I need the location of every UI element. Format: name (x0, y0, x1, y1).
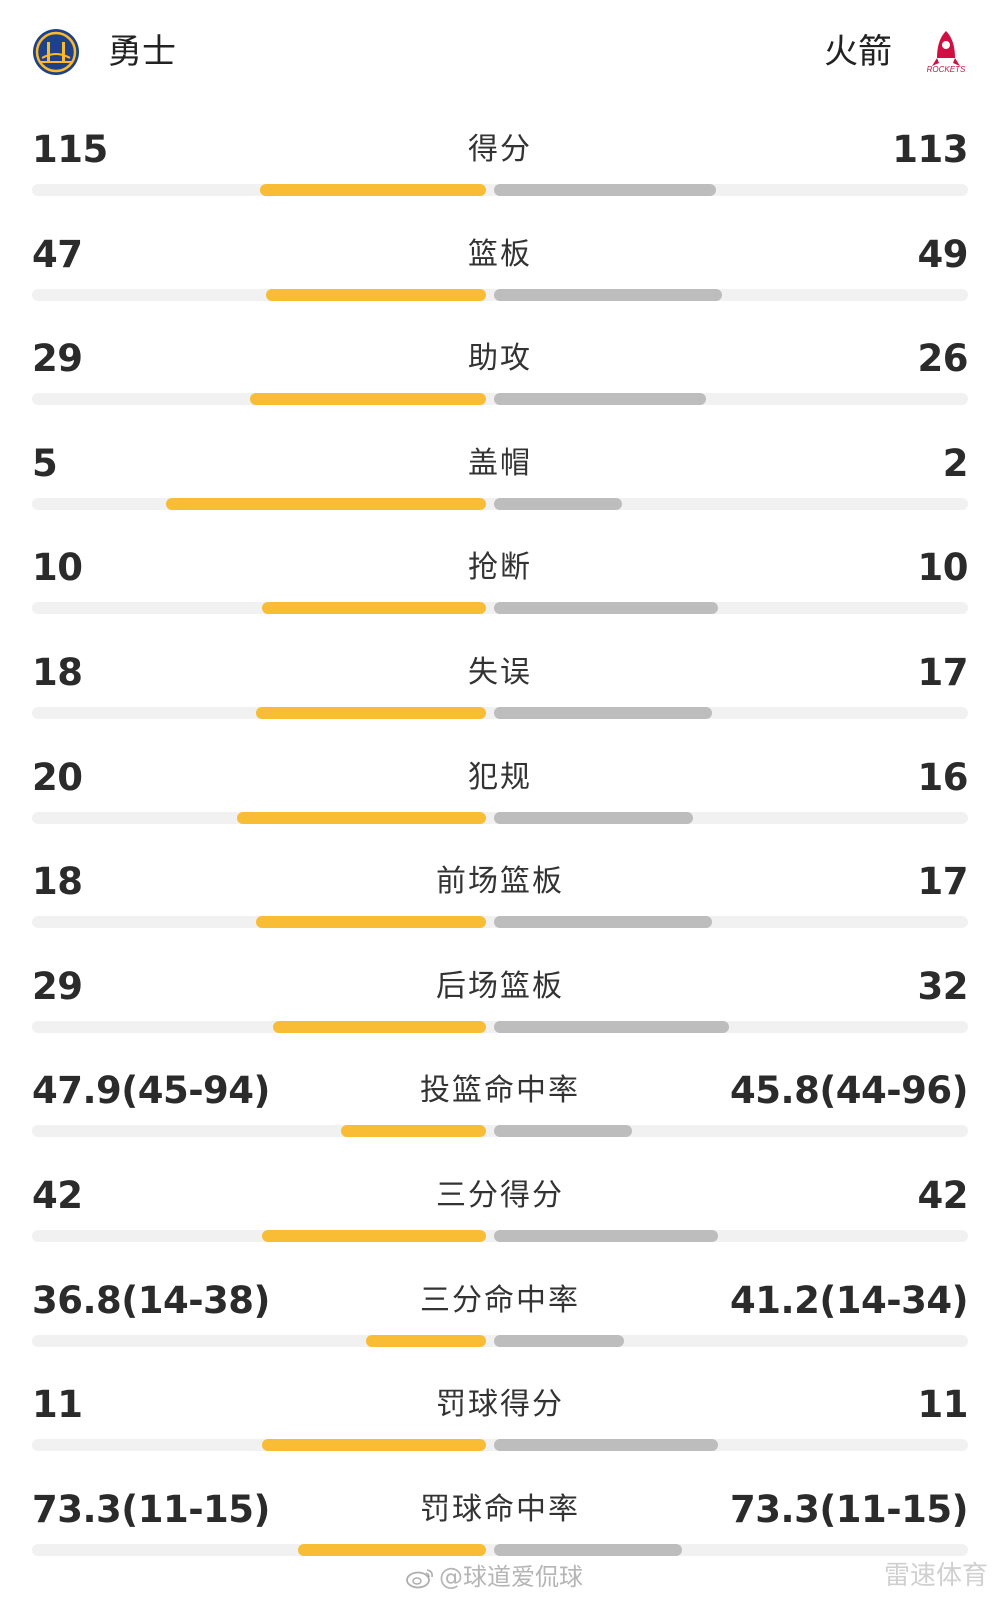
home-bar (298, 1543, 486, 1556)
home-value: 73.3(11-15) (32, 1487, 270, 1531)
watermark: @球道爱侃球 (405, 1562, 583, 1592)
away-value: 2 (942, 441, 969, 485)
away-bar (494, 1439, 718, 1452)
home-value: 29 (32, 964, 83, 1008)
rockets-logo-icon: ROCKETS (927, 31, 966, 74)
home-bar (341, 1125, 486, 1138)
home-bar (262, 1230, 486, 1242)
stat-row-free-throw-percentage: 73.3(11-15) 罚球命中率 73.3(11-15) (0, 1468, 1000, 1575)
away-value: 73.3(11-15) (730, 1487, 968, 1531)
stat-row-free-throw-points: 11 罚球得分 11 (0, 1363, 1000, 1470)
away-bar (494, 811, 693, 824)
away-bar (494, 602, 718, 615)
stat-row-defensive-rebounds: 29 后场篮板 32 (0, 945, 1000, 1052)
home-bar (237, 811, 486, 824)
away-bar (494, 288, 722, 301)
watermark-text: @球道爱侃球 (439, 1563, 583, 1591)
stat-label: 助攻 (468, 341, 532, 377)
corner-watermark: 雷速体育 (883, 1561, 988, 1591)
stat-row-turnovers: 18 失误 17 (0, 631, 1000, 738)
away-value: 17 (917, 860, 969, 904)
away-value: 26 (917, 337, 969, 381)
away-bar (494, 707, 712, 719)
home-value: 115 (32, 128, 108, 171)
home-value: 10 (32, 546, 83, 590)
stat-label: 后场篮板 (436, 968, 564, 1004)
stat-label: 三分得分 (436, 1178, 564, 1213)
away-bar (494, 497, 622, 510)
away-bar (494, 1125, 632, 1138)
away-value: 45.8(44-96) (730, 1069, 968, 1113)
home-value: 18 (32, 860, 83, 904)
stat-label: 三分命中率 (420, 1282, 580, 1318)
away-value: 41.2(14-34) (730, 1278, 968, 1322)
away-value: 11 (917, 1383, 969, 1427)
rockets-logo-text: ROCKETS (927, 65, 966, 74)
stat-row-three-point-percentage: 36.8(14-38) 三分命中率 41.2(14-34) (0, 1259, 1000, 1366)
stat-row-three-point-points: 42 三分得分 42 (0, 1154, 1000, 1261)
warriors-logo-icon (33, 29, 79, 75)
home-bar (262, 1439, 486, 1452)
stat-label: 罚球命中率 (420, 1491, 580, 1527)
home-team-name: 勇士 (108, 32, 176, 72)
away-team-name: 火箭 (824, 32, 892, 72)
home-value: 47.9(45-94) (32, 1069, 270, 1113)
stat-row-fg-percentage: 47.9(45-94) 投篮命中率 45.8(44-96) (0, 1049, 1000, 1156)
away-bar (494, 184, 716, 196)
away-bar (494, 393, 706, 406)
home-value: 11 (32, 1383, 83, 1427)
away-value: 17 (917, 651, 969, 694)
stat-label: 篮板 (468, 236, 532, 272)
home-value: 18 (32, 651, 83, 694)
stat-label: 得分 (468, 132, 532, 167)
stat-row-rebounds: 47 篮板 49 (0, 213, 1000, 320)
stat-row-assists: 29 助攻 26 (0, 317, 1000, 424)
away-value: 42 (917, 1174, 969, 1217)
home-bar (166, 497, 486, 510)
stat-label: 失误 (468, 655, 532, 690)
stat-row-fouls: 20 犯规 16 (0, 736, 1000, 843)
away-value: 49 (917, 232, 969, 276)
stat-label: 抢断 (468, 550, 532, 586)
stat-label: 罚球得分 (436, 1387, 564, 1423)
match-header: 勇士 火箭 ROCKETS (0, 0, 1000, 110)
stat-row-points: 115 得分 113 (0, 108, 1000, 215)
stat-label: 盖帽 (468, 445, 532, 481)
away-bar (494, 1230, 718, 1242)
home-value: 29 (32, 337, 83, 381)
home-bar (250, 393, 486, 406)
away-bar (494, 1543, 682, 1556)
home-bar (262, 602, 486, 615)
stat-label: 前场篮板 (436, 864, 564, 900)
home-value: 36.8(14-38) (32, 1278, 270, 1322)
home-value: 5 (32, 441, 58, 485)
away-value: 16 (917, 755, 969, 799)
home-bar (256, 916, 486, 929)
away-value: 10 (917, 546, 969, 590)
away-bar (494, 916, 712, 929)
home-bar (366, 1334, 486, 1347)
home-bar (266, 288, 486, 301)
home-value: 20 (32, 755, 83, 799)
away-bar (494, 1334, 624, 1347)
home-value: 42 (32, 1174, 83, 1217)
home-value: 47 (32, 232, 83, 276)
stat-label: 犯规 (468, 759, 532, 795)
stat-row-blocks: 5 盖帽 2 (0, 422, 1000, 529)
weibo-icon (406, 1569, 433, 1589)
stat-row-steals: 10 抢断 10 (0, 526, 1000, 633)
away-value: 32 (917, 964, 969, 1008)
away-bar (494, 1020, 729, 1033)
stat-row-offensive-rebounds: 18 前场篮板 17 (0, 840, 1000, 947)
home-bar (260, 184, 486, 196)
home-bar (273, 1020, 486, 1033)
home-bar (256, 707, 486, 719)
stat-label: 投篮命中率 (420, 1073, 580, 1109)
away-value: 113 (892, 128, 968, 171)
